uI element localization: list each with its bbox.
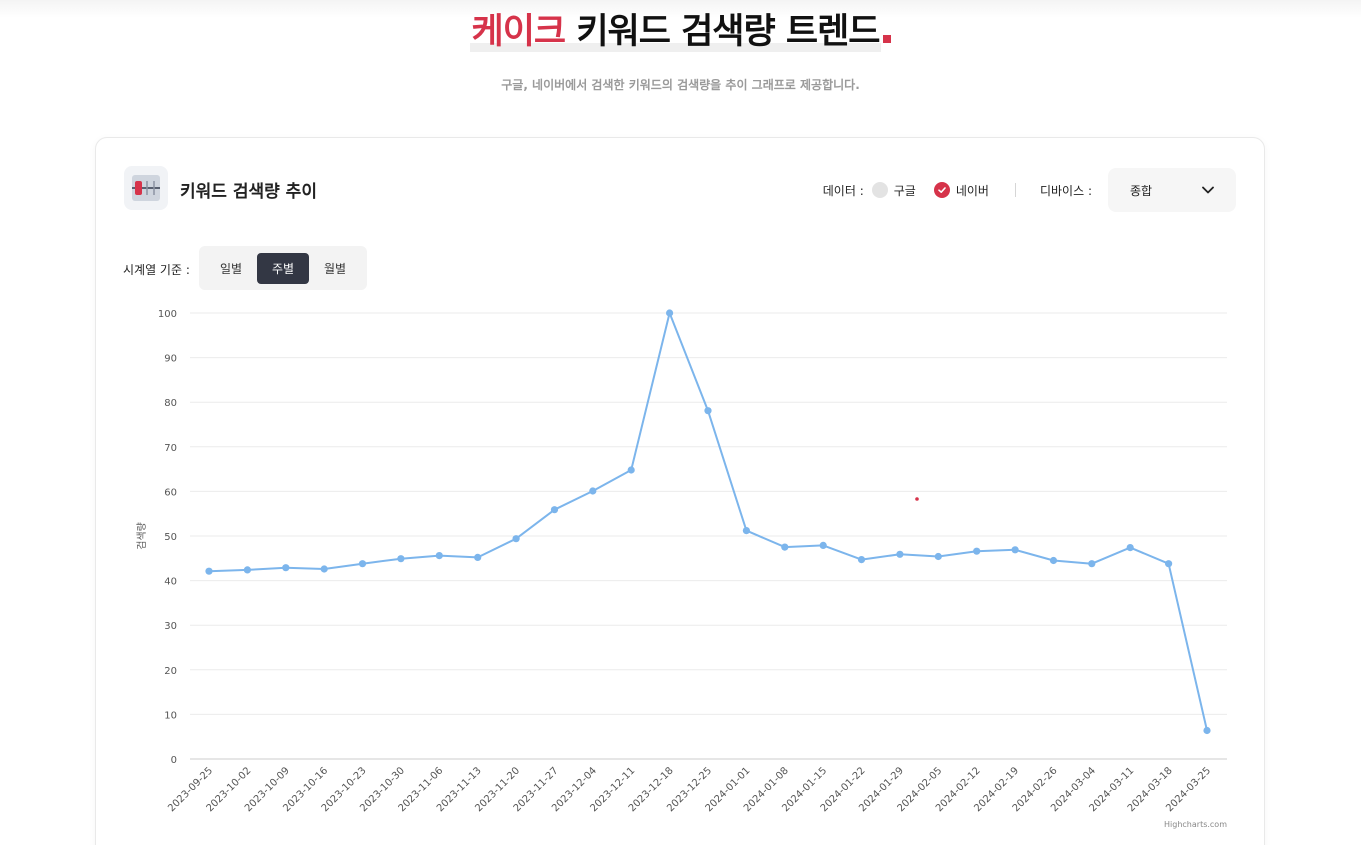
y-tick-label: 50 (164, 532, 177, 543)
data-point[interactable] (973, 547, 981, 555)
data-point[interactable] (1165, 560, 1173, 568)
timeseries-toggle: 일별 주별 월별 (199, 246, 367, 290)
data-point[interactable] (589, 487, 597, 495)
card-title: 키워드 검색량 추이 (180, 182, 317, 202)
y-axis-label: 검색량 (136, 522, 148, 550)
device-label: 디바이스 : (1039, 183, 1092, 198)
data-point[interactable] (474, 553, 482, 562)
page-title-highlight: 케이크 키워드 검색량 트렌드 (469, 12, 882, 52)
y-tick-label: 40 (164, 577, 177, 588)
y-tick-label: 30 (164, 621, 177, 632)
radio-naver[interactable]: 네이버 (933, 182, 989, 199)
check-icon (933, 182, 950, 198)
chart-credits[interactable]: Highcharts.com (1164, 820, 1227, 829)
radio-google[interactable]: 구글 (871, 182, 916, 199)
data-point[interactable] (358, 560, 367, 568)
y-tick-label: 70 (164, 443, 177, 454)
filter-bar: 데이터 : 구글 네이버 디바이스 : 종합 (823, 168, 1236, 212)
y-tick-label: 20 (164, 666, 177, 677)
data-point[interactable] (934, 552, 942, 561)
chart-x-ticks: 2023-09-252023-10-022023-10-092023-10-16… (166, 765, 1213, 814)
chart-points (205, 309, 1211, 735)
data-point[interactable] (1011, 546, 1019, 554)
radio-label-google: 구글 (893, 183, 916, 198)
tab-weekly[interactable]: 주별 (257, 252, 309, 284)
device-select[interactable]: 종합 (1108, 168, 1236, 212)
data-point[interactable] (282, 564, 290, 572)
chevron-down-icon (1202, 186, 1214, 194)
data-point[interactable] (435, 552, 443, 560)
data-point[interactable] (1126, 544, 1134, 552)
y-tick-label: 90 (164, 354, 177, 365)
page-title: 케이크 키워드 검색량 트렌드 (0, 3, 1361, 54)
data-point[interactable] (1088, 560, 1096, 568)
data-point[interactable] (1203, 726, 1211, 735)
data-label: 데이터 : (822, 183, 864, 198)
radio-label-naver: 네이버 (955, 183, 989, 198)
radio-circle-google (871, 182, 888, 198)
top-shadow (0, 0, 1361, 18)
data-point[interactable] (1049, 556, 1058, 565)
y-tick-label: 80 (164, 398, 177, 409)
data-point[interactable] (627, 466, 635, 474)
title-accent-dot (883, 35, 892, 43)
timeseries-label: 시계열 기준 : (123, 263, 190, 277)
series-line-naver (208, 312, 1208, 731)
data-point[interactable] (550, 506, 559, 514)
chart-y-ticks: 0 10 20 30 40 50 60 70 80 90 100 (158, 309, 177, 766)
data-point[interactable] (397, 555, 405, 563)
tab-daily[interactable]: 일별 (219, 261, 243, 276)
y-tick-label: 100 (158, 309, 177, 320)
device-select-value: 종합 (1130, 183, 1153, 198)
y-tick-label: 0 (171, 755, 177, 766)
filter-divider (1014, 183, 1016, 197)
slider-icon (124, 166, 168, 210)
y-tick-label: 10 (164, 710, 177, 721)
y-tick-label: 60 (164, 487, 177, 498)
tab-monthly[interactable]: 월별 (323, 261, 347, 276)
data-point[interactable] (896, 550, 904, 558)
chart-gridlines (190, 312, 1227, 760)
data-point[interactable] (512, 535, 520, 543)
data-point[interactable] (704, 407, 712, 415)
data-point[interactable] (819, 541, 827, 550)
data-point[interactable] (781, 543, 789, 551)
page-title-text: 키워드 검색량 트렌드 (576, 12, 880, 52)
data-point[interactable] (857, 556, 866, 564)
data-point[interactable] (666, 309, 674, 317)
page-subtitle: 구글, 네이버에서 검색한 키워드의 검색량을 추이 그래프로 제공합니다. (501, 78, 860, 92)
stray-dot (915, 497, 919, 501)
page-title-keyword: 케이크 (471, 12, 567, 52)
data-point[interactable] (205, 567, 213, 575)
data-point[interactable] (320, 565, 328, 573)
data-point[interactable] (243, 566, 251, 574)
data-point[interactable] (742, 527, 751, 535)
